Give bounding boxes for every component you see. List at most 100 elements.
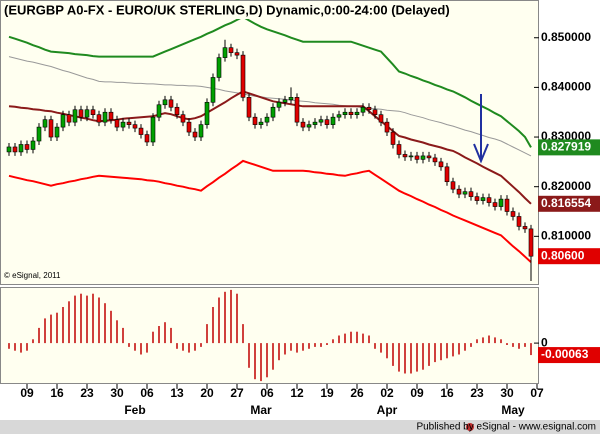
candle-body <box>84 109 90 118</box>
value-tag <box>538 139 600 156</box>
y-tick-label: 0.820000 <box>541 179 591 193</box>
candle-body <box>90 109 96 115</box>
candle-body <box>228 47 234 53</box>
candle-body <box>276 101 282 108</box>
x-tick-label: 13 <box>170 386 184 400</box>
candle-body <box>504 198 510 212</box>
candle-body <box>192 131 198 138</box>
candle-body <box>390 131 396 145</box>
candle-body <box>498 198 504 207</box>
line <box>8 15 532 148</box>
candle-body <box>480 197 486 201</box>
candle-body <box>12 146 18 153</box>
candle-body <box>78 109 84 118</box>
candle-body <box>186 121 192 133</box>
candle-body <box>318 119 324 123</box>
candle-body <box>468 191 474 197</box>
value-tag <box>538 248 600 265</box>
candle-body <box>282 99 288 103</box>
candle-body <box>312 121 318 125</box>
candle-body <box>270 106 276 118</box>
candle-body <box>348 111 354 115</box>
candle-body <box>420 155 426 160</box>
candle-body <box>462 191 468 195</box>
candle-body <box>336 114 342 118</box>
candle-body <box>24 144 30 150</box>
x-tick-label: 23 <box>470 386 484 400</box>
x-tick-label: 09 <box>20 386 34 400</box>
candle-body <box>474 196 480 201</box>
candle-body <box>210 77 216 103</box>
candle-body <box>360 106 366 113</box>
footer-bar <box>0 420 600 434</box>
candle-body <box>48 119 54 138</box>
candle-body <box>54 126 60 138</box>
candle-body <box>366 106 372 111</box>
candle-body <box>378 114 384 123</box>
candle-body <box>414 155 420 160</box>
candle-body <box>342 111 348 115</box>
chart-title: (EURGBP A0-FX - EURO/UK STERLING,D) Dyna… <box>4 2 450 17</box>
candle-body <box>60 114 66 128</box>
value-tag-label: 0.80600 <box>541 248 585 262</box>
candle-body <box>96 114 102 123</box>
candle-body <box>444 166 450 183</box>
candle-body <box>204 101 210 125</box>
candle-body <box>486 197 492 203</box>
x-tick-label: 20 <box>200 386 214 400</box>
x-tick-label: 19 <box>320 386 334 400</box>
candle-body <box>384 121 390 133</box>
x-tick-label: 16 <box>440 386 454 400</box>
x-tick-label: 30 <box>500 386 514 400</box>
candle-body <box>288 97 294 101</box>
candle-body <box>234 52 240 56</box>
candle-body <box>522 226 528 230</box>
copyright: © eSignal, 2011 <box>4 271 61 280</box>
footer: Published by eSignal - www.esignal.com <box>416 422 596 433</box>
candle-body <box>222 47 228 58</box>
candle-body <box>492 202 498 207</box>
x-tick-label: 02 <box>380 386 394 400</box>
candle-body <box>330 116 336 125</box>
value-tag-label: 0.816554 <box>541 196 591 210</box>
y-tick-label: 0.840000 <box>541 80 591 94</box>
value-tag <box>538 195 600 212</box>
line <box>8 159 532 263</box>
candle-body <box>150 116 156 143</box>
candle-body <box>246 97 252 118</box>
x-tick-label: 12 <box>290 386 304 400</box>
candle-body <box>300 121 306 128</box>
x-tick-label: 16 <box>50 386 64 400</box>
x-tick-label: 30 <box>110 386 124 400</box>
candle-body <box>432 157 438 163</box>
indicator-panel <box>0 287 539 384</box>
candle-body <box>324 119 330 125</box>
candle-body <box>66 114 72 123</box>
candle-body <box>528 228 534 257</box>
y-tick-label: 0.810000 <box>541 229 591 243</box>
candle-body <box>264 116 270 123</box>
candle-body <box>396 144 402 155</box>
candle-body <box>306 124 312 128</box>
candle-body <box>6 146 12 153</box>
candle-body <box>162 99 168 106</box>
candle-body <box>42 119 48 128</box>
candle-body <box>240 54 246 98</box>
x-tick-label: 07 <box>530 386 544 400</box>
candle-body <box>108 111 114 120</box>
candle-body <box>354 111 360 115</box>
candle-body <box>144 134 150 143</box>
candle-body <box>114 119 120 128</box>
candle-body <box>456 188 462 195</box>
x-tick-label: 23 <box>80 386 94 400</box>
candle-body <box>156 104 162 118</box>
candle-body <box>132 124 138 129</box>
candle-body <box>168 99 174 108</box>
candle-body <box>402 154 408 158</box>
candle-body <box>372 109 378 115</box>
x-tick-label: 06 <box>260 386 274 400</box>
candle-body <box>126 121 132 125</box>
x-tick-label: 26 <box>350 386 364 400</box>
